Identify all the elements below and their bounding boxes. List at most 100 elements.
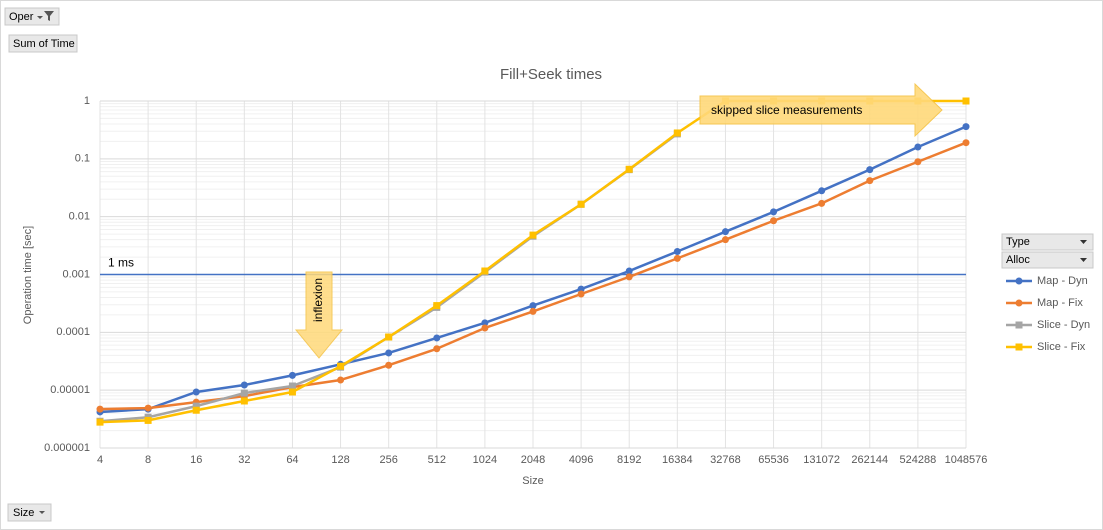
x-tick-label: 4096 [569, 454, 593, 466]
y-tick-label: 0.1 [75, 153, 90, 165]
dropdown-icon [1080, 240, 1087, 244]
chart-title: Fill+Seek times [500, 66, 602, 83]
values-button[interactable] [8, 34, 78, 53]
marker [144, 416, 152, 424]
marker [192, 388, 200, 396]
marker [721, 236, 729, 244]
axis-button[interactable] [7, 503, 52, 522]
marker [529, 307, 537, 315]
marker [577, 290, 585, 298]
marker [385, 361, 393, 369]
legend-field-button[interactable] [1001, 251, 1094, 269]
marker [866, 166, 874, 174]
marker [96, 418, 104, 426]
x-tick-label: 32 [238, 454, 250, 466]
x-tick-label: 1024 [473, 454, 497, 466]
marker [240, 397, 248, 405]
plot-area: 4 8 16 32 64 128 256 512 1024 2048 4096 8192 16384 32… [44, 95, 987, 466]
marker [337, 376, 345, 384]
y-tick-label: 0.000001 [44, 442, 90, 454]
marker [481, 324, 489, 332]
skipped-arrow: skipped slice measurements [699, 82, 943, 138]
legend-field-button[interactable] [1001, 233, 1094, 251]
marker [192, 402, 200, 410]
marker [914, 143, 922, 151]
marker [337, 362, 345, 370]
x-tick-label: 512 [428, 454, 446, 466]
x-tick-label: 16384 [662, 454, 693, 466]
marker [481, 319, 489, 327]
x-tick-label: 16 [190, 454, 202, 466]
marker [577, 285, 585, 293]
marker [385, 333, 393, 341]
dropdown-icon [39, 511, 45, 514]
axis-label: Size [13, 507, 34, 519]
legend-label: Map - Dyn [1037, 275, 1088, 287]
y-tick-label: 0.001 [62, 268, 90, 280]
legend-label: Slice - Dyn [1037, 319, 1090, 331]
marker [770, 208, 778, 216]
marker [240, 389, 248, 397]
x-tick-label: 64 [286, 454, 298, 466]
x-tick-label: 262144 [851, 454, 888, 466]
marker [288, 388, 296, 396]
x-tick-label: 8 [145, 454, 151, 466]
marker [240, 381, 248, 389]
annotation: inflexion [311, 278, 325, 322]
marker [96, 405, 104, 413]
x-tick-label: 524288 [900, 454, 937, 466]
y-tick-label: 0.0001 [56, 326, 90, 338]
marker [770, 217, 778, 225]
x-tick-label: 4 [97, 454, 103, 466]
marker [433, 345, 441, 353]
marker [866, 177, 874, 185]
y-tick-label: 0.01 [69, 211, 90, 223]
filter-icon [37, 11, 54, 21]
x-tick-label: 256 [379, 454, 397, 466]
inflexion-arrow: inflexion [294, 271, 344, 359]
marker [144, 404, 152, 412]
marker [818, 199, 826, 207]
values-label: Sum of Time [13, 38, 75, 50]
x-tick-label: 8192 [617, 454, 641, 466]
marker [673, 247, 681, 255]
marker [433, 302, 441, 310]
reference-label: 1 ms [108, 256, 134, 270]
marker [288, 371, 296, 379]
marker [481, 267, 489, 275]
marker [625, 165, 633, 173]
marker [577, 200, 585, 208]
x-tick-label: 32768 [710, 454, 741, 466]
marker [673, 129, 681, 137]
marker [192, 406, 200, 414]
legend-marker [1015, 321, 1023, 329]
marker [529, 231, 537, 239]
legend-label: Map - Fix [1037, 297, 1083, 309]
marker [962, 97, 970, 105]
y-tick-label: 0.00001 [50, 384, 90, 396]
marker [818, 187, 826, 195]
x-tick-label: 1048576 [945, 454, 988, 466]
marker [914, 158, 922, 166]
marker [385, 349, 393, 357]
y-axis-title: Operation time [sec] [22, 226, 34, 324]
y-tick-label: 1 [84, 95, 90, 107]
legend-marker [1015, 277, 1023, 285]
filter-label: Oper [9, 11, 34, 23]
marker [962, 123, 970, 131]
marker [962, 139, 970, 147]
legend-label: Slice - Fix [1037, 341, 1086, 353]
marker [288, 382, 296, 390]
marker [721, 228, 729, 236]
legend-field-label: Alloc [1006, 254, 1030, 266]
x-axis-title: Size [522, 475, 543, 487]
dropdown-icon [1080, 258, 1087, 262]
x-tick-label: 128 [331, 454, 349, 466]
legend-marker [1015, 299, 1023, 307]
x-tick-label: 65536 [758, 454, 789, 466]
marker [673, 254, 681, 262]
marker [625, 267, 633, 275]
marker [625, 273, 633, 281]
x-tick-label: 131072 [803, 454, 840, 466]
